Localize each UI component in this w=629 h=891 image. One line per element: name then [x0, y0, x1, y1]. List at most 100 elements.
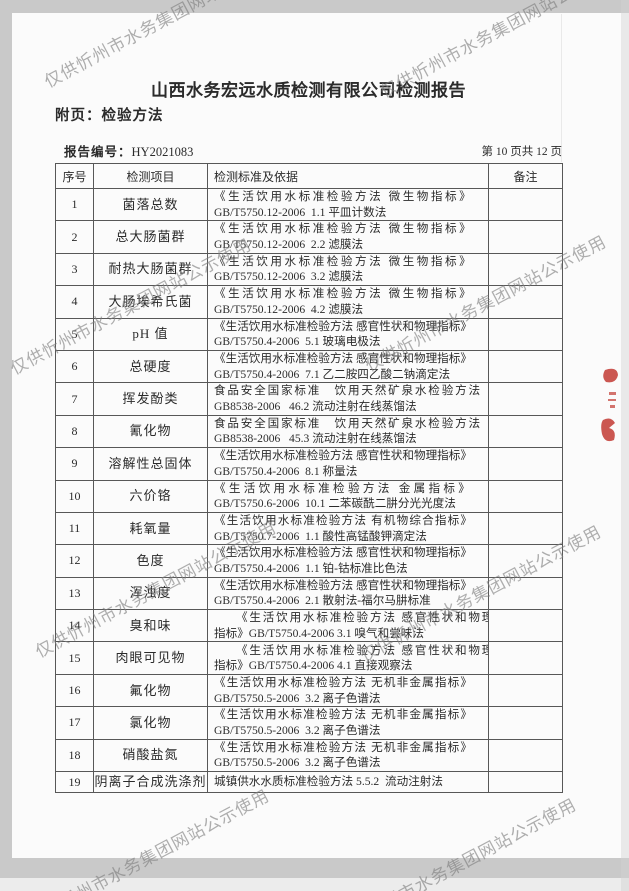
- standard-line2: GB/T5750.5-2006 3.2 离子色谱法: [214, 756, 381, 770]
- standard-line2: GB/T5750.4-2006 8.1 称量法: [214, 464, 358, 478]
- row-standard: 《生活饮用水标准检验方法 微生物指标》 GB/T5750.12-2006 4.2 …: [208, 286, 489, 319]
- paper-sheet: [12, 13, 629, 858]
- row-standard: 《生活饮用水标准检验方法 微生物指标》 GB/T5750.12-2006 3.2 …: [208, 253, 489, 287]
- row-remark: [489, 707, 563, 740]
- row-serial: 16: [56, 674, 94, 708]
- row-standard: 《生活饮用水标准检验方法 无机非金属指标》 GB/T5750.5-2006 3.2…: [208, 707, 489, 740]
- row-remark: [489, 642, 563, 675]
- row-serial: 5: [56, 318, 94, 351]
- row-standard: 《生活饮用水标准检验方法 无机非金属指标》 GB/T5750.5-2006 3.2…: [208, 739, 489, 773]
- row-item: 色度: [94, 545, 208, 578]
- row-remark: [489, 674, 563, 708]
- row-standard: 《生活饮用水标准检验方法 无机非金属指标》 GB/T5750.5-2006 3.2…: [208, 674, 489, 708]
- row-item: 溶解性总固体: [94, 448, 208, 481]
- row-remark: [489, 448, 563, 481]
- row-remark: [489, 318, 563, 351]
- row-serial: 11: [56, 512, 94, 546]
- standard-line1: 《生活饮用水标准检验方法 感官性状和物理: [236, 643, 489, 657]
- col-header-standard: 检测标准及依据: [208, 164, 489, 189]
- standard-line2: GB8538-2006 45.3 流动注射在线蒸馏法: [214, 432, 417, 446]
- standard-line1: 《生活饮用水标准检验方法 有机物综合指标》: [214, 514, 474, 527]
- standard-line1: 食品安全国家标准 饮用天然矿泉水检验方法: [214, 384, 482, 398]
- row-serial: 18: [56, 739, 94, 773]
- row-serial: 9: [56, 448, 94, 481]
- row-item: 硝酸盐氮: [94, 739, 208, 773]
- standard-line1: 《生活饮用水标准检验方法 微生物指标》: [214, 190, 474, 204]
- row-standard: 食品安全国家标准 饮用天然矿泉水检验方法 GB8538-2006 46.2 流动注…: [208, 383, 489, 416]
- row-remark: [489, 772, 563, 794]
- standard-line1: 城镇供水水质标准检验方法 5.5.2 流动注射法: [214, 775, 443, 789]
- standard-line1: 《生活饮用水标准检验方法 感官性状和物理指标》: [214, 449, 472, 463]
- standard-line2: GB/T5750.12-2006 4.2 滤膜法: [214, 302, 364, 316]
- row-item: 氰化物: [94, 415, 208, 449]
- row-serial: 10: [56, 480, 94, 513]
- report-number-value: HY2021083: [131, 145, 194, 159]
- row-standard: 《生活饮用水标准检验方法 感官性状和物理指标》 GB/T5750.4-2006 2…: [208, 577, 489, 611]
- row-item: 挥发酚类: [94, 383, 208, 416]
- row-remark: [489, 577, 563, 611]
- row-standard: 《生活饮用水标准检验方法 感官性状和物理指标》 GB/T5750.4-2006 5…: [208, 318, 489, 351]
- standard-line1: 《生活饮用水标准检验方法 微生物指标》: [214, 222, 474, 236]
- row-remark: [489, 739, 563, 773]
- standard-line2: 指标》GB/T5750.4-2006 3.1 嗅气和尝味法: [214, 626, 424, 640]
- standard-line2: GB/T5750.5-2006 3.2 离子色谱法: [214, 691, 381, 705]
- report-title: 山西水务宏远水质检测有限公司检测报告: [151, 81, 466, 100]
- standard-line1: 《生活饮用水标准检验方法 无机非金属指标》: [214, 675, 474, 689]
- row-item: 臭和味: [94, 610, 208, 643]
- page-indicator: 第 10 页共 12 页: [481, 146, 563, 158]
- row-serial: 2: [56, 221, 94, 254]
- row-standard: 城镇供水水质标准检验方法 5.5.2 流动注射法: [208, 772, 489, 794]
- row-serial: 8: [56, 415, 94, 449]
- standard-line1: 《生活饮用水标准检验方法 无机非金属指标》: [214, 708, 474, 722]
- row-standard: 《生活饮用水标准检验方法 金属指标》 GB/T5750.6-2006 10.1 二…: [208, 480, 489, 513]
- standard-line1: 《生活饮用水标准检验方法 感官性状和物理指标》: [214, 546, 472, 560]
- standard-line2: GB/T5750.12-2006 2.2 滤膜法: [214, 238, 364, 252]
- standard-line1: 《生活饮用水标准检验方法 感官性状和物理: [236, 611, 489, 625]
- row-remark: [489, 253, 563, 287]
- row-remark: [489, 189, 563, 222]
- standard-line1: 《生活饮用水标准检验方法 微生物指标》: [214, 287, 474, 301]
- row-serial: 12: [56, 545, 94, 578]
- row-standard: 《生活饮用水标准检验方法 感官性状和物理指标》 GB/T5750.4-2006 7…: [208, 350, 489, 384]
- row-standard: 《生活饮用水标准检验方法 感官性状和物理 指标》GB/T5750.4-2006 3…: [208, 610, 489, 643]
- row-standard: 《生活饮用水标准检验方法 微生物指标》 GB/T5750.12-2006 1.1 …: [208, 189, 489, 222]
- row-serial: 17: [56, 707, 94, 740]
- standard-line1: 《生活饮用水标准检验方法 无机非金属指标》: [214, 740, 474, 754]
- row-serial: 19: [56, 772, 94, 794]
- row-standard: 《生活饮用水标准检验方法 感官性状和物理指标》GB/T5750.4-2006 4…: [208, 642, 489, 675]
- page-crease: [561, 14, 562, 162]
- standard-line2: GB/T5750.12-2006 1.1 平皿计数法: [214, 205, 387, 219]
- standard-line2: GB/T5750.5-2006 3.2 离子色谱法: [214, 723, 381, 737]
- row-remark: [489, 415, 563, 449]
- col-header-serial: 序号: [56, 164, 94, 189]
- row-item: 氟化物: [94, 674, 208, 708]
- standard-line2: GB/T5750.4-2006 2.1 散射法-福尔马肼标准: [214, 594, 431, 608]
- col-header-item: 检测项目: [94, 164, 208, 189]
- row-standard: 《生活饮用水标准检验方法 感官性状和物理指标》 GB/T5750.4-2006 8…: [208, 448, 489, 481]
- scan-edge-right: [621, 0, 629, 891]
- row-item: 耐热大肠菌群: [94, 253, 208, 287]
- standard-line2: 指标》GB/T5750.4-2006 4.1 直接观察法: [214, 659, 413, 673]
- standard-line1: 《生活饮用水标准检验方法 感官性状和物理指标》: [214, 578, 472, 592]
- row-standard: 《生活饮用水标准检验方法 微生物指标》 GB/T5750.12-2006 2.2 …: [208, 221, 489, 254]
- row-serial: 13: [56, 577, 94, 611]
- row-serial: 3: [56, 253, 94, 287]
- row-item: 总大肠菌群: [94, 221, 208, 254]
- row-item: 菌落总数: [94, 189, 208, 222]
- standard-line1: 《生活饮用水标准检验方法 感官性状和物理指标》: [214, 319, 472, 333]
- standard-line2: GB8538-2006 46.2 流动注射在线蒸馏法: [214, 400, 417, 414]
- attachment-subtitle: 附页：检验方法: [55, 108, 164, 124]
- row-item: pH 值: [94, 318, 208, 351]
- row-serial: 15: [56, 642, 94, 675]
- row-item: 耗氧量: [94, 512, 208, 546]
- standard-line1: 《生活饮用水标准检验方法 微生物指标》: [214, 254, 474, 268]
- row-item: 总硬度: [94, 350, 208, 384]
- scan-edge-bottom: [0, 878, 629, 891]
- row-serial: 4: [56, 286, 94, 319]
- row-item: 氯化物: [94, 707, 208, 740]
- standard-line1: 《生活饮用水标准检验方法 金属指标》: [214, 481, 474, 495]
- report-number-line: 报告编号：HY2021083: [64, 141, 193, 160]
- row-remark: [489, 480, 563, 513]
- row-standard: 食品安全国家标准 饮用天然矿泉水检验方法 GB8538-2006 45.3 流动注…: [208, 415, 489, 449]
